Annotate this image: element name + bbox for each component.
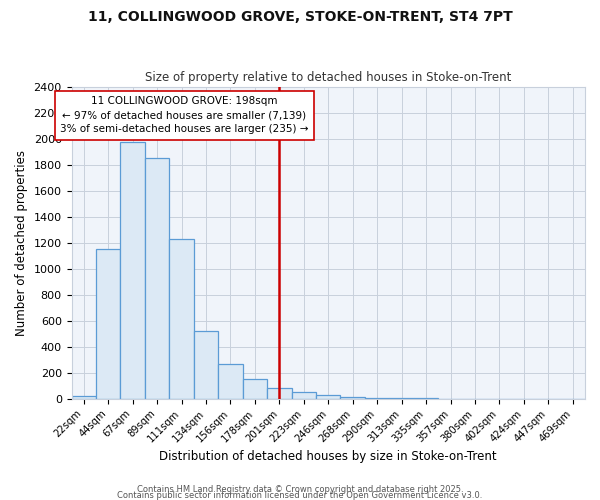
Bar	[218, 364, 242, 398]
Bar	[96, 250, 121, 398]
Bar	[194, 331, 218, 398]
Text: 11, COLLINGWOOD GROVE, STOKE-ON-TRENT, ST4 7PT: 11, COLLINGWOOD GROVE, STOKE-ON-TRENT, S…	[88, 10, 512, 24]
Bar	[145, 158, 169, 398]
Bar	[71, 396, 96, 398]
Text: 11 COLLINGWOOD GROVE: 198sqm
← 97% of detached houses are smaller (7,139)
3% of : 11 COLLINGWOOD GROVE: 198sqm ← 97% of de…	[60, 96, 309, 134]
Bar	[121, 142, 145, 399]
Title: Size of property relative to detached houses in Stoke-on-Trent: Size of property relative to detached ho…	[145, 72, 511, 85]
Y-axis label: Number of detached properties: Number of detached properties	[15, 150, 28, 336]
Bar	[242, 379, 267, 398]
Bar	[267, 388, 292, 398]
Bar	[169, 239, 194, 398]
Bar	[292, 392, 316, 398]
Text: Contains HM Land Registry data © Crown copyright and database right 2025.: Contains HM Land Registry data © Crown c…	[137, 484, 463, 494]
X-axis label: Distribution of detached houses by size in Stoke-on-Trent: Distribution of detached houses by size …	[160, 450, 497, 462]
Bar	[316, 394, 340, 398]
Text: Contains public sector information licensed under the Open Government Licence v3: Contains public sector information licen…	[118, 490, 482, 500]
